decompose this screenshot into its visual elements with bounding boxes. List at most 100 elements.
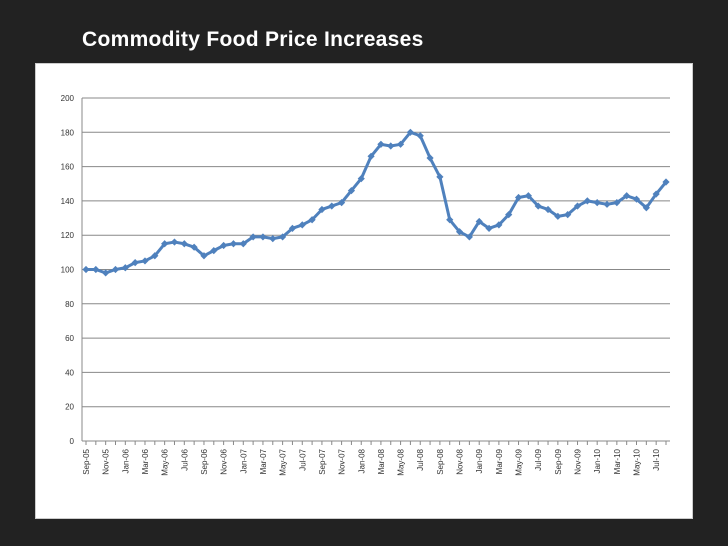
y-tick-label: 100 — [61, 266, 75, 275]
x-tick-label: Jan-06 — [121, 448, 130, 473]
axis-layer: 0 20 40 60 80 100 120 140 160 180 200 Sep-05 Nov-05 J… — [61, 94, 667, 476]
data-point — [249, 233, 257, 241]
x-tick-label: Jul-10 — [652, 448, 661, 470]
y-tick-label: 0 — [70, 437, 75, 446]
data-point — [170, 238, 179, 246]
data-point — [603, 200, 611, 208]
data-point — [298, 221, 306, 229]
x-tick-label: Nov-08 — [456, 448, 465, 474]
data-point — [593, 199, 601, 207]
x-tick-label: Mar-08 — [377, 448, 386, 474]
y-tick-label: 60 — [65, 334, 74, 343]
x-tick-label: Sep-09 — [554, 448, 563, 474]
x-tick-label: Nov-06 — [220, 448, 229, 474]
x-tick-label: Jul-06 — [180, 448, 189, 470]
data-point — [308, 216, 316, 224]
data-point — [190, 243, 198, 251]
data-point — [279, 233, 287, 241]
data-point — [210, 247, 218, 255]
x-tick-label: May-08 — [397, 448, 406, 475]
data-point — [367, 152, 375, 160]
y-tick-label: 140 — [61, 197, 75, 206]
data-point — [357, 175, 365, 183]
data-point — [583, 197, 591, 205]
x-tick-label: Sep-07 — [318, 448, 327, 474]
data-point — [573, 202, 582, 210]
x-tick-label: May-09 — [515, 448, 524, 475]
y-tick-label: 40 — [65, 368, 74, 377]
x-tick-label: Mar-10 — [613, 448, 622, 474]
x-tick-label: Jan-08 — [357, 448, 366, 473]
x-tick-label: May-06 — [161, 448, 170, 475]
data-point — [337, 199, 346, 207]
series-line — [86, 130, 668, 275]
data-point — [662, 178, 670, 186]
data-point — [544, 205, 552, 214]
data-point — [642, 204, 650, 212]
x-tick-label: Jul-09 — [534, 448, 543, 470]
chart-frame: 0 20 40 60 80 100 120 140 160 180 200 Sep-05 Nov-05 J… — [35, 63, 693, 519]
x-tick-label: Mar-09 — [495, 448, 504, 474]
data-point — [514, 193, 523, 202]
x-tick-label: Mar-06 — [141, 448, 150, 474]
data-point — [288, 224, 297, 232]
data-point — [180, 240, 188, 248]
data-point — [652, 190, 660, 198]
x-tick-label: Sep-06 — [200, 448, 209, 474]
data-point — [377, 140, 385, 148]
x-tick-label: Jul-07 — [298, 448, 307, 470]
y-tick-label: 20 — [65, 403, 74, 412]
x-tick-label: Jan-10 — [593, 448, 602, 473]
x-tick-label: May-07 — [279, 448, 288, 475]
x-tick-label: Nov-07 — [338, 448, 347, 474]
data-point — [613, 199, 621, 207]
data-point — [632, 195, 641, 203]
x-tick-label: Jul-08 — [416, 448, 425, 470]
data-point — [347, 187, 356, 195]
data-point — [111, 265, 120, 274]
slide-title: Commodity Food Price Increases — [82, 28, 424, 51]
y-tick-label: 160 — [61, 163, 75, 172]
data-point — [505, 211, 513, 219]
x-tick-label: May-10 — [633, 448, 642, 475]
data-point — [455, 228, 464, 236]
data-point — [396, 140, 405, 148]
data-point — [554, 212, 562, 220]
data-point — [485, 224, 493, 232]
data-point — [328, 202, 336, 210]
y-tick-label: 200 — [61, 94, 75, 103]
x-tick-label: Nov-05 — [102, 448, 111, 474]
data-point — [465, 233, 473, 241]
data-point — [269, 235, 277, 243]
data-point — [82, 265, 90, 274]
data-point — [161, 240, 169, 248]
data-point — [220, 241, 228, 250]
data-point — [406, 128, 415, 136]
data-point — [318, 205, 326, 214]
data-point — [387, 142, 395, 150]
data-point — [141, 257, 149, 265]
y-tick-label: 180 — [61, 128, 75, 137]
data-point — [623, 192, 631, 200]
data-point — [239, 240, 247, 248]
x-tick-label: Sep-08 — [436, 448, 445, 474]
x-tick-label: Nov-09 — [574, 448, 583, 474]
x-tick-label: Sep-05 — [82, 448, 91, 474]
x-tick-label: Jan-09 — [475, 448, 484, 473]
grid-layer — [82, 97, 670, 442]
data-point — [426, 154, 434, 162]
data-point — [229, 240, 238, 248]
food-price-line-chart: 0 20 40 60 80 100 120 140 160 180 200 Sep-05 Nov-05 J… — [61, 94, 670, 476]
data-point — [475, 217, 483, 226]
data-point — [416, 132, 424, 140]
data-point — [534, 202, 542, 210]
series-layer — [86, 130, 668, 275]
y-tick-label: 80 — [65, 300, 74, 309]
data-point — [92, 265, 100, 274]
data-point — [446, 216, 454, 224]
x-tick-label: Jan-07 — [239, 448, 248, 473]
y-tick-label: 120 — [61, 231, 75, 240]
data-point — [102, 269, 110, 277]
marker-layer — [82, 128, 670, 277]
data-point — [564, 211, 572, 219]
